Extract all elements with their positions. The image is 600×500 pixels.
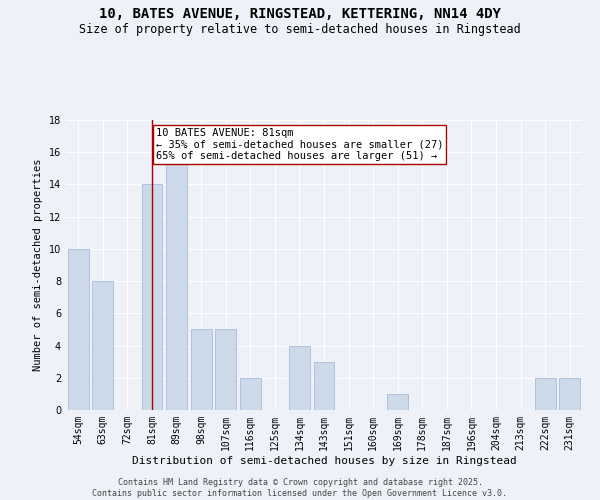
Text: Size of property relative to semi-detached houses in Ringstead: Size of property relative to semi-detach… [79,22,521,36]
Bar [166,152,187,410]
Bar [559,378,580,410]
Text: Contains HM Land Registry data © Crown copyright and database right 2025.
Contai: Contains HM Land Registry data © Crown c… [92,478,508,498]
Bar [240,378,261,410]
Text: 10 BATES AVENUE: 81sqm
← 35% of semi-detached houses are smaller (27)
65% of sem: 10 BATES AVENUE: 81sqm ← 35% of semi-det… [155,128,443,162]
Y-axis label: Number of semi-detached properties: Number of semi-detached properties [33,159,43,371]
Text: 10, BATES AVENUE, RINGSTEAD, KETTERING, NN14 4DY: 10, BATES AVENUE, RINGSTEAD, KETTERING, … [99,8,501,22]
Bar [191,330,212,410]
Bar [535,378,556,410]
Bar [387,394,408,410]
Bar [314,362,334,410]
Bar [92,281,113,410]
Bar [68,249,89,410]
Bar [142,184,163,410]
Bar [289,346,310,410]
X-axis label: Distribution of semi-detached houses by size in Ringstead: Distribution of semi-detached houses by … [131,456,517,466]
Bar [215,330,236,410]
